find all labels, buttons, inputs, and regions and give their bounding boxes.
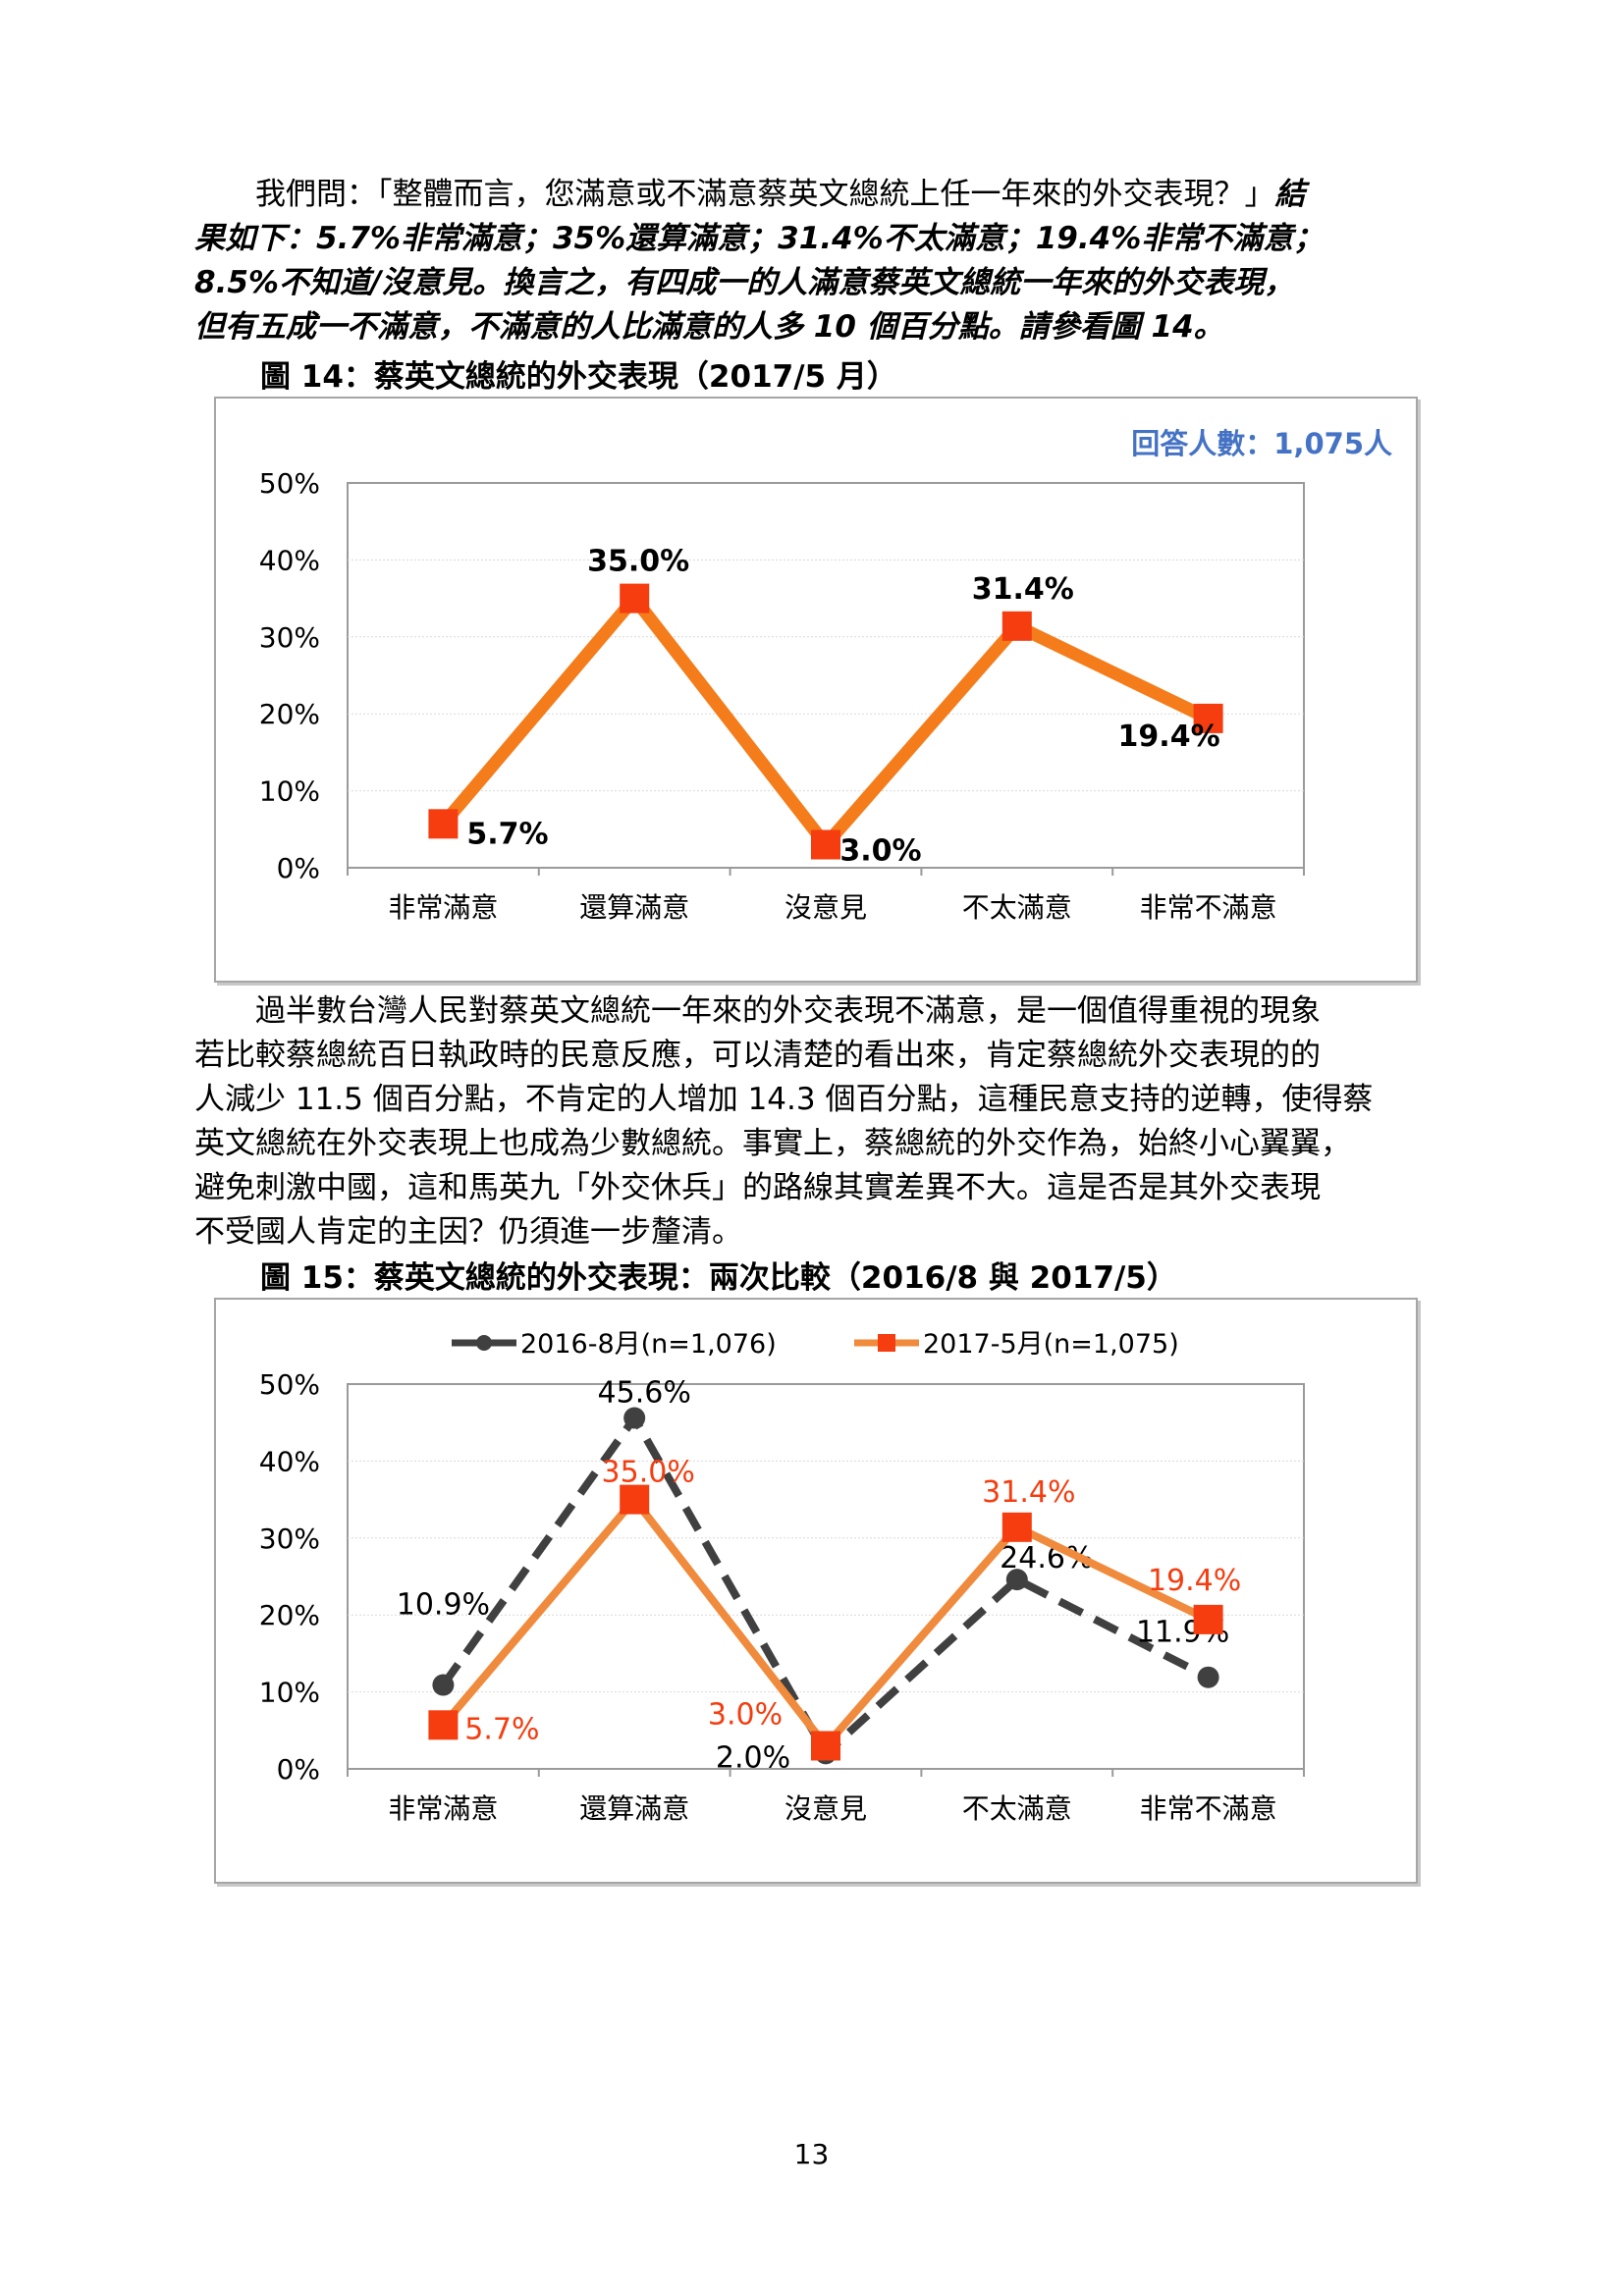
legend-marker — [878, 1334, 895, 1352]
paragraph-line: 不受國人肯定的主因？仍須進一步釐清。 — [194, 1214, 742, 1250]
data-point — [811, 829, 840, 860]
y-tick-label: 0% — [277, 1753, 320, 1786]
paragraph-line: 英文總統在外交表現上也成為少數總統。事實上，蔡總統的外交作為，始終小心翼翼， — [194, 1126, 1351, 1161]
y-tick-label: 20% — [259, 1599, 320, 1631]
y-tick-label: 50% — [259, 1368, 320, 1401]
paragraph-line: 但有五成一不滿意，不滿意的人比滿意的人多 10 個百分點。請參看圖 14。 — [194, 309, 1224, 345]
data-point — [428, 809, 459, 839]
data-point — [1193, 703, 1223, 733]
x-tick-label: 還算滿意 — [579, 1792, 689, 1825]
series-line-1 — [438, 588, 1212, 855]
paragraph-line: 過半數台灣人民對蔡英文總統一年來的外交表現不滿意，是一個值得重視的現象 — [194, 993, 1321, 1029]
data-point — [811, 1731, 840, 1761]
data-point — [1197, 1666, 1219, 1688]
data-label: 31.4% — [972, 572, 1074, 607]
data-label: 3.0% — [708, 1697, 783, 1732]
y-tick-label: 30% — [259, 1522, 320, 1555]
data-label: 31.4% — [982, 1475, 1075, 1510]
data-label: 45.6% — [598, 1375, 691, 1410]
data-point — [1193, 1604, 1223, 1634]
y-tick-label: 30% — [259, 621, 320, 654]
data-label: 35.0% — [587, 545, 689, 579]
data-point — [623, 1407, 646, 1429]
y-tick-label: 10% — [259, 775, 320, 808]
x-tick-label: 非常不滿意 — [1140, 1792, 1277, 1825]
legend-label: 2016-8月(n=1,076) — [520, 1329, 777, 1360]
legend-marker — [476, 1335, 492, 1351]
data-label: 35.0% — [602, 1456, 695, 1490]
chart-14-svg: 0% 10% 20% 30% 40% 50% 非常滿意 還算滿意 沒意見 不太滿意 非常不滿意 5.7… — [259, 427, 1392, 924]
data-point — [620, 583, 650, 614]
paragraph-line: 避免刺激中國，這和馬英九「外交休兵」的路線其實差異不大。這是否是其外交表現 — [194, 1170, 1321, 1205]
data-point — [1005, 1569, 1028, 1591]
paragraph-analysis: 過半數台灣人民對蔡英文總統一年來的外交表現不滿意，是一個值得重視的現象 若比較蔡… — [194, 989, 1471, 1255]
paragraph-intro: 我們問：「整體而言，您滿意或不滿意蔡英文總統上任一年來的外交表現？」結 果如下：… — [194, 173, 1471, 349]
paragraph-line: 我們問：「整體而言，您滿意或不滿意蔡英文總統上任一年來的外交表現？」結 — [194, 177, 1306, 212]
plot-area — [347, 482, 1305, 869]
legend-label: 2017-5月(n=1,075) — [923, 1329, 1179, 1360]
x-tick-label: 非常不滿意 — [1140, 891, 1277, 924]
y-tick-label: 10% — [259, 1677, 320, 1709]
x-tick-label: 沒意見 — [784, 1792, 867, 1825]
respondents-annotation: 回答人數：1,075人 — [1131, 427, 1392, 460]
x-tick-label: 還算滿意 — [579, 891, 689, 924]
y-tick-label: 20% — [259, 698, 320, 730]
x-tick-label: 不太滿意 — [962, 891, 1072, 924]
data-point — [428, 1710, 459, 1740]
data-label: 5.7% — [464, 1712, 539, 1746]
paragraph-line: 果如下：5.7%非常滿意；35%還算滿意；31.4%不太滿意；19.4%非常不滿… — [194, 221, 1325, 256]
y-tick-label: 50% — [259, 467, 320, 500]
figure-15-chart: 0% 10% 20% 30% 40% 50% 非常滿意 還算滿意 沒意見 不太滿意 非常不滿意 10.… — [214, 1298, 1418, 1884]
data-point — [620, 1484, 650, 1515]
data-point — [432, 1674, 455, 1696]
paragraph-line: 人減少 11.5 個百分點，不肯定的人增加 14.3 個百分點，這種民意支持的逆… — [194, 1082, 1374, 1117]
plot-area — [347, 1383, 1305, 1770]
x-tick-label: 非常滿意 — [388, 1792, 498, 1825]
data-label: 10.9% — [397, 1588, 490, 1623]
paragraph-line: 若比較蔡總統百日執政時的民意反應，可以清楚的看出來，肯定蔡總統外交表現的的 — [194, 1038, 1321, 1073]
chart-15-svg: 0% 10% 20% 30% 40% 50% 非常滿意 還算滿意 沒意見 不太滿意 非常不滿意 10.… — [259, 1329, 1305, 1825]
y-tick-label: 0% — [277, 852, 320, 884]
data-point — [1001, 1512, 1032, 1542]
y-tick-label: 40% — [259, 544, 320, 576]
figure-14-chart: 0% 10% 20% 30% 40% 50% 非常滿意 還算滿意 沒意見 不太滿意 非常不滿意 5.7… — [214, 397, 1418, 983]
data-label: 19.4% — [1118, 720, 1220, 754]
figure-15-caption: 圖 15：蔡英文總統的外交表現：兩次比較（2016/8 與 2017/5） — [260, 1260, 1177, 1296]
x-tick-label: 沒意見 — [784, 891, 867, 924]
y-tick-label: 40% — [259, 1445, 320, 1477]
figure-14-caption: 圖 14：蔡英文總統的外交表現（2017/5 月） — [260, 359, 897, 395]
data-point — [1001, 611, 1032, 641]
page-number: 13 — [793, 2138, 830, 2170]
paragraph-line: 8.5%不知道/沒意見。換言之，有四成一的人滿意蔡英文總統一年來的外交表現， — [194, 265, 1295, 300]
x-tick-label: 非常滿意 — [388, 891, 498, 924]
data-label: 2.0% — [716, 1740, 790, 1775]
data-label: 19.4% — [1148, 1564, 1241, 1598]
data-label: 5.7% — [466, 817, 548, 851]
x-tick-label: 不太滿意 — [962, 1792, 1072, 1825]
data-label: 3.0% — [839, 833, 921, 868]
